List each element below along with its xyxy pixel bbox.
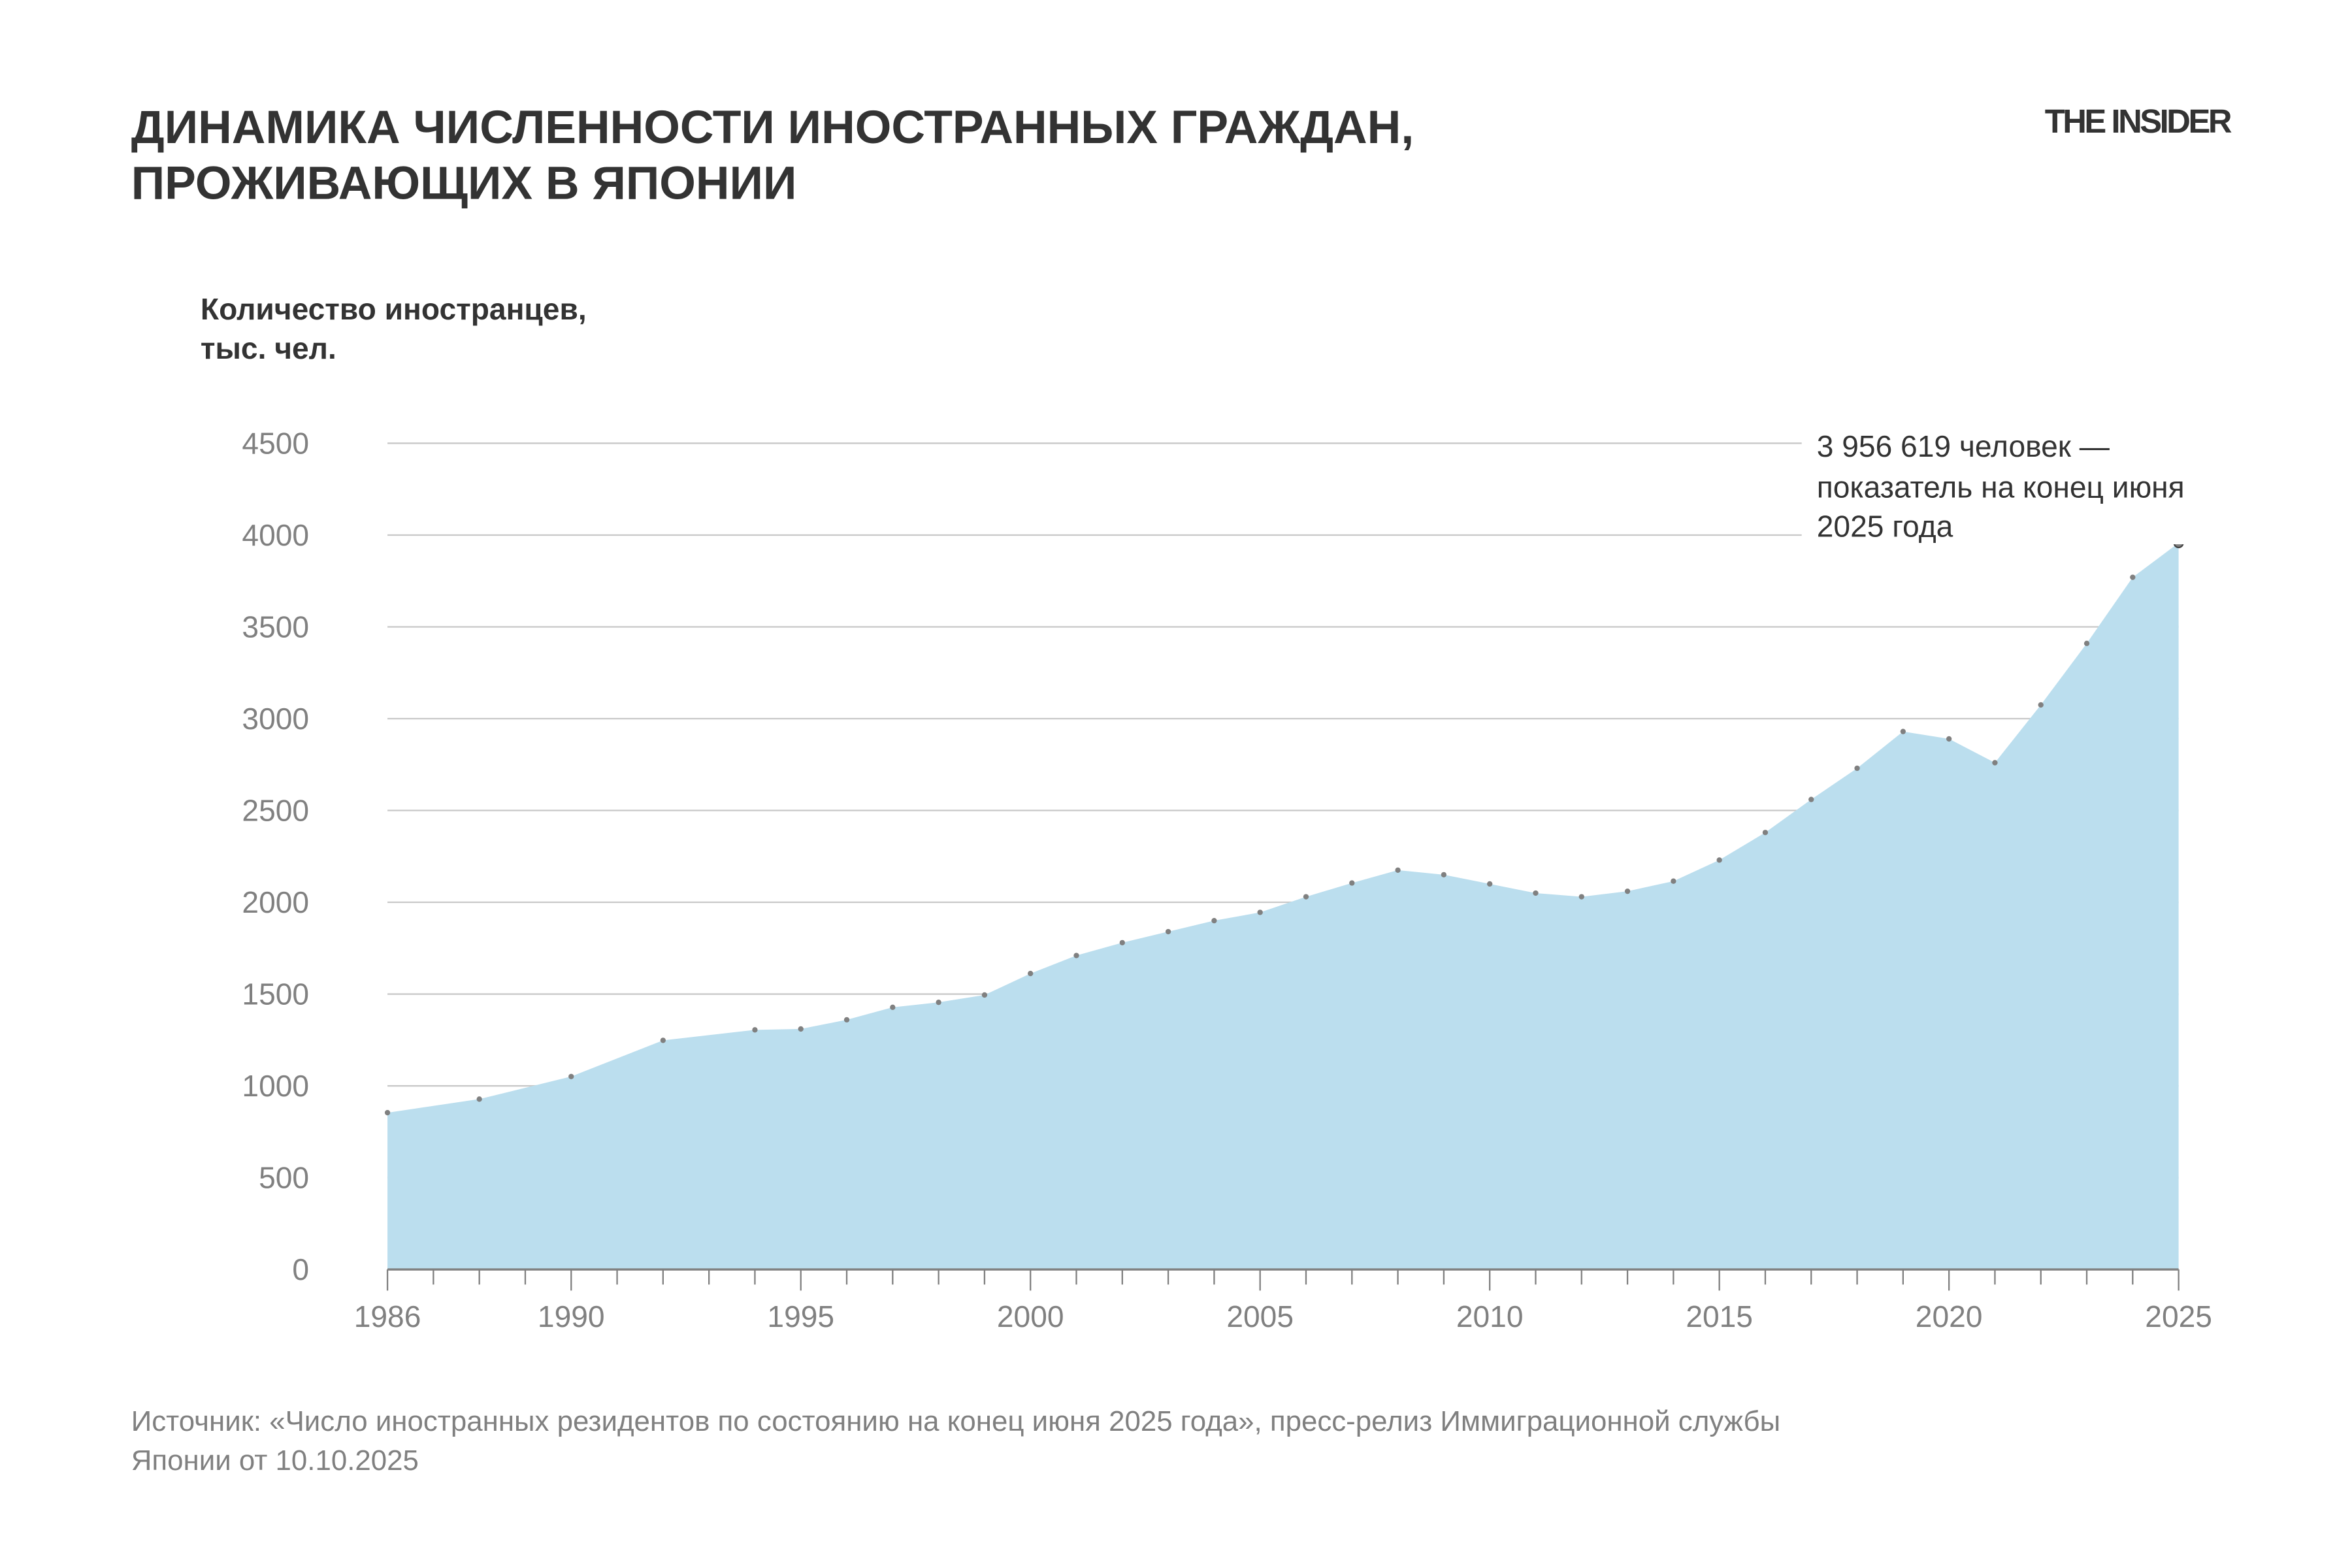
- data-point: [1946, 736, 1952, 742]
- chart-title-line1: ДИНАМИКА ЧИСЛЕННОСТИ ИНОСТРАННЫХ ГРАЖДАН…: [131, 101, 1414, 154]
- y-tick-label: 0: [292, 1252, 309, 1286]
- grid: 0 500 1000 1500 2000 2500 3000 3500 4000 4500: [242, 427, 2179, 1286]
- chart-title-line2: ПРОЖИВАЮЩИХ В ЯПОНИИ: [131, 157, 797, 210]
- x-axis: 1986 1990 1995 2000 2005 2010 2015 2020 2025: [354, 1268, 2212, 1333]
- source-line2: Японии от 10.10.2025: [131, 1445, 419, 1477]
- data-point: [1854, 765, 1860, 772]
- y-axis-label-line1: Количество иностранцев,: [201, 292, 587, 326]
- area-layer: [387, 543, 2179, 1270]
- data-point: [1487, 881, 1493, 887]
- logo: THE INSIDER: [2045, 103, 2232, 140]
- data-point: [1211, 917, 1217, 924]
- data-point: [1992, 760, 1998, 766]
- data-point: [981, 992, 988, 998]
- source-line1: Источник: «Число иностранных резидентов …: [131, 1405, 1780, 1437]
- y-tick-label: 1000: [242, 1069, 309, 1103]
- x-tick-label: 2005: [1226, 1299, 1294, 1333]
- x-tick-label: 2025: [2145, 1299, 2212, 1333]
- data-point: [1165, 928, 1171, 935]
- data-point: [1533, 890, 1539, 896]
- data-point: [1441, 872, 1447, 878]
- data-point: [660, 1037, 666, 1043]
- y-tick-label: 4500: [242, 427, 309, 461]
- y-tick-label: 2000: [242, 885, 309, 919]
- x-tick-label: 2020: [1916, 1299, 1983, 1333]
- data-point: [936, 1000, 941, 1005]
- data-point: [890, 1004, 896, 1010]
- data-point: [1028, 970, 1034, 977]
- annotation-line2: показатель на конец июня: [1817, 470, 2185, 504]
- data-point: [568, 1073, 574, 1079]
- data-point: [2130, 574, 2136, 580]
- x-tick-label: 2010: [1456, 1299, 1524, 1333]
- y-tick-label: 500: [259, 1161, 309, 1195]
- data-point: [752, 1027, 758, 1033]
- y-tick-label: 3500: [242, 610, 309, 644]
- data-point: [843, 1017, 850, 1023]
- data-point: [1303, 894, 1309, 900]
- data-point: [384, 1109, 391, 1116]
- data-point: [2038, 702, 2044, 708]
- x-tick-label: 1990: [538, 1299, 605, 1333]
- data-point: [1624, 889, 1631, 894]
- annotation-line3: 2025 года: [1817, 510, 1953, 544]
- data-point: [476, 1096, 482, 1102]
- y-axis-label-line2: тыс. чел.: [201, 331, 336, 365]
- data-point: [1578, 894, 1584, 900]
- data-point: [2083, 640, 2090, 646]
- data-point: [1716, 857, 1722, 863]
- data-point: [1900, 728, 1906, 734]
- data-point: [1119, 939, 1125, 946]
- x-tick-label: 2000: [997, 1299, 1064, 1333]
- data-point: [798, 1026, 804, 1032]
- data-point: [1671, 878, 1676, 884]
- annotation: 3 956 619 человек — показатель на конец …: [1801, 427, 2254, 545]
- area-fill: [387, 543, 2179, 1270]
- data-point: [1073, 953, 1079, 958]
- y-tick-label: 4000: [242, 518, 309, 552]
- y-tick-label: 3000: [242, 702, 309, 736]
- data-point: [1349, 880, 1355, 886]
- data-point: [1257, 909, 1263, 915]
- annotation-line1: 3 956 619 человек —: [1817, 429, 2110, 463]
- x-tick-label: 2015: [1686, 1299, 1753, 1333]
- data-point: [1395, 867, 1401, 873]
- x-tick-label: 1995: [767, 1299, 834, 1333]
- y-tick-label: 1500: [242, 977, 309, 1011]
- y-tick-label: 2500: [242, 794, 309, 828]
- data-point: [1808, 796, 1814, 802]
- data-point: [1762, 830, 1769, 836]
- x-tick-label: 1986: [354, 1299, 421, 1333]
